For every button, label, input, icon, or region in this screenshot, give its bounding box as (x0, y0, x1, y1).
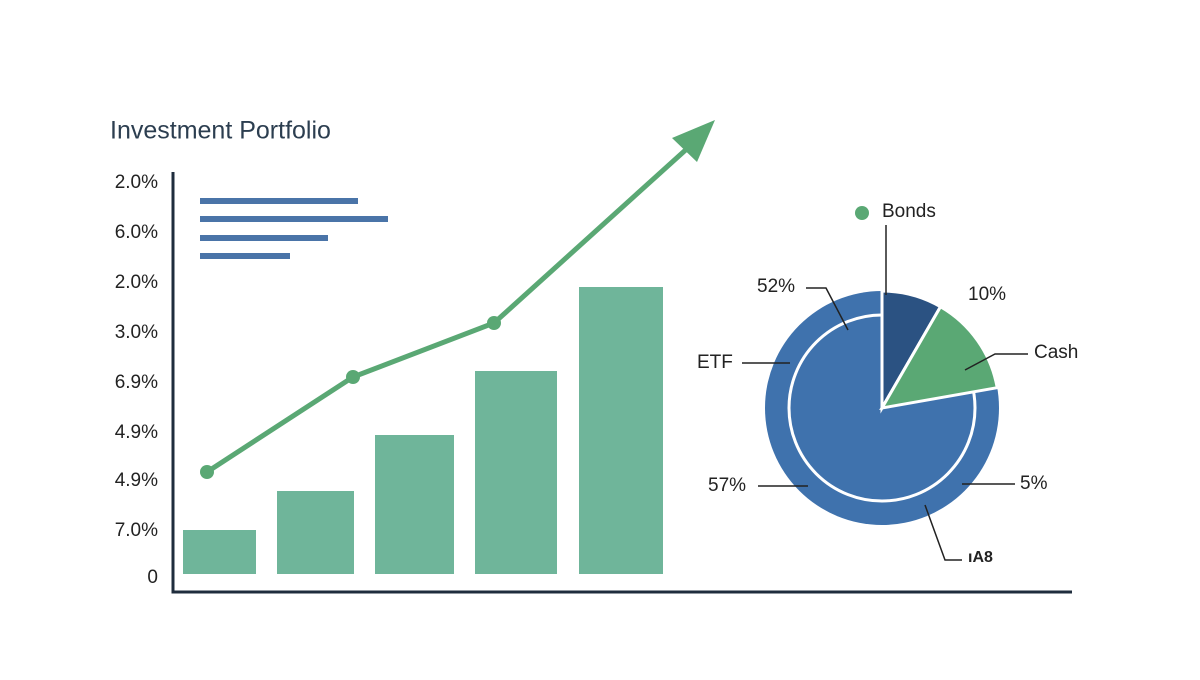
point (200, 465, 214, 479)
bar (277, 491, 354, 574)
axes (171, 172, 1072, 594)
pie-label: Bonds (882, 201, 936, 222)
pie (765, 289, 999, 525)
title: Investment Portfolio (110, 117, 331, 145)
legend-lines (200, 198, 388, 259)
y-axis-label: 6.0% (115, 222, 158, 243)
axis (171, 172, 1072, 594)
leader (924, 504, 962, 561)
y-axis-labels: 2.0% 6.0% 2.0% 3.0% 6.9% 4.9% 4.9% 7.0% 0 (115, 172, 158, 588)
leader (806, 287, 849, 331)
y-axis-label: 6.9% (115, 372, 158, 393)
trend-line (200, 120, 715, 479)
leader (964, 353, 1028, 371)
y-axis-label: 4.9% (115, 422, 158, 443)
arrow-head (672, 120, 715, 162)
pie-label: 57% (708, 475, 746, 496)
legend-dot (855, 206, 869, 220)
y-axis-label: 2.0% (115, 272, 158, 293)
bars (183, 287, 663, 574)
point (346, 370, 360, 384)
y-axis-label: 3.0% (115, 322, 158, 343)
pie-label: 10% (968, 284, 1006, 305)
bar (183, 530, 256, 574)
pie-label: 52% (757, 276, 795, 297)
bar (579, 287, 663, 574)
y-axis-label: 0 (147, 567, 158, 588)
pie-label: ETF (697, 352, 733, 373)
y-axis-label: 2.0% (115, 172, 158, 193)
bar (375, 435, 454, 574)
y-axis-label: 4.9% (115, 470, 158, 491)
leader-lines (742, 225, 1028, 561)
point (487, 316, 501, 330)
trend (205, 144, 692, 475)
bar (475, 371, 557, 574)
pie-label: 5% (1020, 473, 1048, 494)
pie-label: ıA8 (968, 549, 993, 566)
pie-slice (879, 304, 999, 411)
y-axis-label: 7.0% (115, 520, 158, 541)
pie-label: Cash (1034, 342, 1078, 363)
